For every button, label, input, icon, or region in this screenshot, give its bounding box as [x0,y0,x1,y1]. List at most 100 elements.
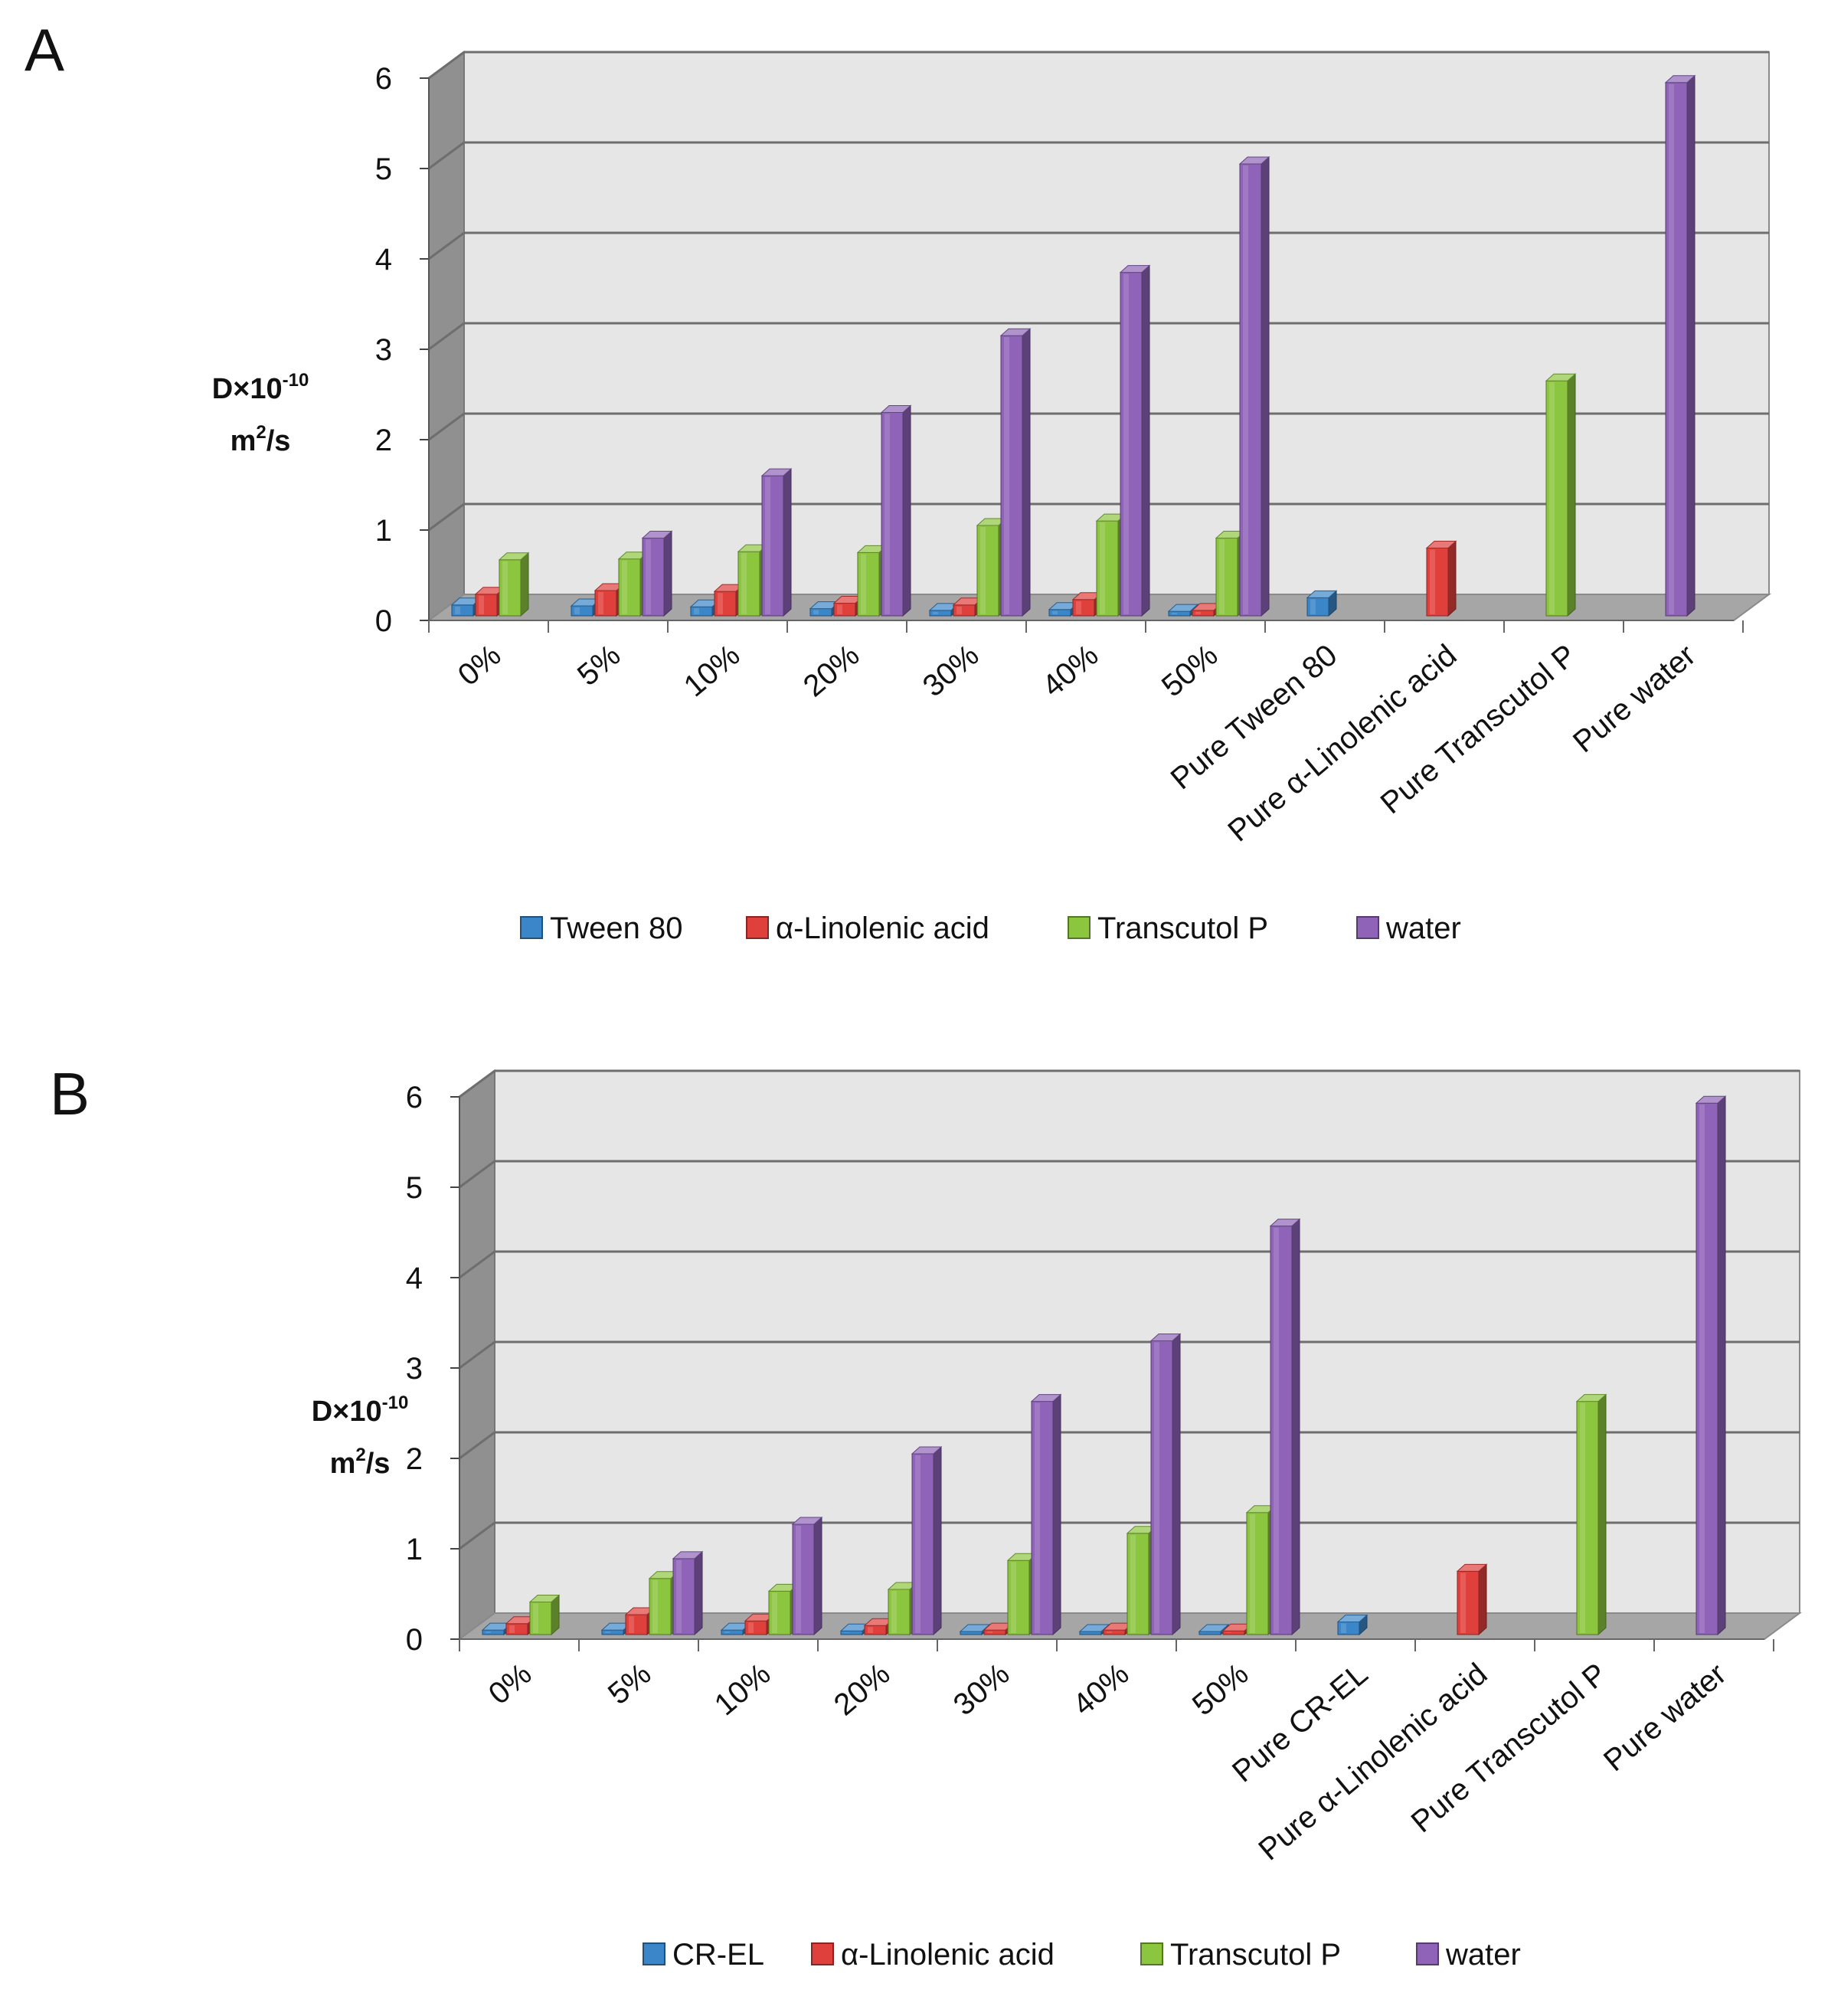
gridline [428,141,1769,170]
bar-B--Linolenic-acid-4 [983,1622,1015,1636]
legend-label: water [1445,1938,1521,1972]
x-tick-label: 50% [1186,1657,1255,1722]
bar-B-water-3 [911,1445,943,1636]
legend: CR-EL α-Linolenic acid Transcutol P water [643,1938,1521,1972]
y-tick-label: 2 [375,424,392,457]
x-tick-label: 0% [482,1657,538,1711]
gridline [459,1340,1800,1370]
x-tick-label: Pure Transcutol P [1405,1657,1614,1839]
y-tick-label: 0 [406,1623,423,1657]
y-tick-label: 4 [406,1262,423,1295]
bar-B-water-6 [1269,1218,1301,1636]
legend-label: Tween 80 [550,911,682,945]
gridline [459,1160,1800,1189]
x-tick-label: Pure water [1567,638,1702,759]
y-tick-label: 1 [375,514,392,548]
x-tick-label: 5% [602,1657,658,1711]
legend-label: water [1385,911,1461,945]
bar-B-Transcutol-P-1 [648,1570,680,1636]
bar-B-CR-EL-7 [1336,1614,1368,1636]
y-axis-label: D×10-10 [212,370,309,405]
bar-A-water-4 [999,328,1032,617]
bar-A-Transcutol-P-0 [498,551,530,617]
gridline [428,502,1769,532]
bar-B-water-5 [1149,1333,1182,1636]
legend-label: Transcutol P [1170,1938,1341,1972]
bar-A--Linolenic-acid-8 [1425,540,1457,617]
x-tick-label: 20% [797,638,866,703]
x-tick-label: 30% [947,1657,1016,1722]
legend-label: CR-EL [672,1938,764,1972]
x-tick-label: 40% [1067,1657,1136,1722]
x-tick-label: Pure α-Linolenic acid [1221,638,1463,848]
bar-A-water-6 [1238,155,1270,617]
legend-label: α-Linolenic acid [776,911,989,945]
y-tick-label: 1 [406,1533,423,1566]
bar-B-water-4 [1030,1393,1062,1636]
gridline [459,1250,1800,1279]
y-tick-label: 3 [406,1352,423,1386]
bar-A--Linolenic-acid-4 [952,597,984,617]
legend-swatch [1356,916,1379,939]
x-tick-label: 0% [452,638,508,692]
panel-letter: B [50,1060,90,1127]
y-axis-unit: m2/s [231,422,291,457]
y-tick-label: 0 [375,604,392,638]
x-tick-label: Pure Transcutol P [1375,638,1583,820]
gridline [459,1521,1800,1550]
x-tick-label: 50% [1156,638,1225,703]
x-tick-label: 5% [571,638,627,692]
y-tick-label: 4 [375,243,392,277]
y-tick-label: 3 [375,333,392,367]
bar-A-Tween-80-7 [1306,590,1338,617]
legend-swatch [520,916,543,939]
gridline [459,1069,1800,1098]
bar-B-Transcutol-P-9 [1575,1393,1607,1636]
x-tick-label: 10% [708,1657,777,1722]
gridline [428,412,1769,441]
legend-swatch [746,916,769,939]
panel-letter: A [25,16,64,83]
y-tick-label: 6 [375,62,392,96]
bar-A-water-3 [880,404,912,617]
legend-swatch [1068,916,1091,939]
x-tick-label: 30% [917,638,986,703]
bar-B-water-2 [791,1516,823,1636]
x-tick-label: 10% [678,638,747,703]
bar-A-Transcutol-P-9 [1545,373,1577,617]
y-tick-label: 5 [375,152,392,186]
x-tick-label: 20% [828,1657,897,1722]
legend-swatch [643,1942,665,1965]
bar-A-water-5 [1119,264,1151,617]
x-tick-label: 40% [1036,638,1105,703]
legend: Tween 80 α-Linolenic acid Transcutol P wate… [520,911,1461,945]
gridline [459,1431,1800,1460]
legend-label: Transcutol P [1097,911,1268,945]
bar-A-Tween-80-0 [450,597,482,617]
bar-B-Transcutol-P-0 [528,1594,561,1636]
gridline [428,51,1769,80]
bar-A-water-1 [641,530,673,617]
legend-swatch [1140,1942,1163,1965]
bar-B-water-1 [672,1550,704,1636]
y-axis-unit: m2/s [330,1445,391,1480]
bar-A-water-10 [1664,74,1696,617]
y-axis-label: D×10-10 [312,1393,409,1428]
bar-B-water-10 [1695,1095,1727,1636]
bar-B-CR-EL-6 [1198,1623,1230,1636]
bar-A--Linolenic-acid-3 [832,595,865,617]
x-tick-label: Pure α-Linolenic acid [1252,1657,1493,1867]
y-tick-label: 2 [406,1442,423,1476]
y-tick-label: 6 [406,1081,423,1114]
legend-label: α-Linolenic acid [841,1938,1055,1972]
gridline [428,231,1769,260]
bar-B--Linolenic-acid-8 [1456,1563,1488,1636]
gridline [428,322,1769,351]
x-tick-label: Pure water [1597,1657,1732,1778]
y-tick-label: 5 [406,1171,423,1205]
bar-A-water-2 [760,467,793,617]
legend-swatch [1416,1942,1439,1965]
